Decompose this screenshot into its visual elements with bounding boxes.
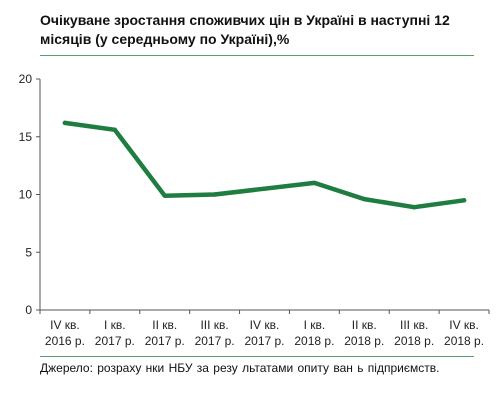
x-tick-label: II кв. bbox=[352, 318, 377, 332]
chart-axes bbox=[39, 79, 489, 311]
data-point bbox=[461, 198, 467, 203]
y-tick-label: 5 bbox=[25, 245, 32, 259]
data-point bbox=[212, 192, 217, 197]
x-tick-label: III кв. bbox=[200, 318, 228, 332]
x-tick-label: IV кв. bbox=[449, 318, 479, 332]
data-point bbox=[411, 205, 417, 210]
series-line bbox=[62, 120, 467, 210]
data-point bbox=[362, 196, 367, 202]
x-tick-label: 2017 р. bbox=[244, 334, 284, 348]
x-tick-label: 2018 р. bbox=[294, 334, 334, 348]
source-divider bbox=[40, 356, 474, 357]
x-tick-label: I кв. bbox=[104, 318, 126, 332]
x-tick-label: 2016 р. bbox=[45, 334, 85, 348]
x-tick-label: II кв. bbox=[152, 318, 177, 332]
x-axis-ticks: IV кв. 2016 р. I кв. 2017 р. II кв. 2017 р. II… bbox=[39, 310, 490, 348]
series-group bbox=[62, 120, 467, 210]
x-tick-label: I кв. bbox=[304, 318, 326, 332]
x-tick-label: 2018 р. bbox=[394, 334, 434, 348]
data-point bbox=[262, 186, 267, 191]
x-tick-label: III кв. bbox=[400, 318, 428, 332]
source-note: Джерело: розраху нки НБУ за резу льтатам… bbox=[40, 361, 440, 375]
y-tick-label: 10 bbox=[19, 188, 33, 202]
y-tick-label: 15 bbox=[19, 130, 33, 144]
y-axis-ticks: 0 5 10 15 20 bbox=[19, 72, 40, 317]
data-point bbox=[312, 180, 317, 186]
x-tick-label: 2017 р. bbox=[95, 334, 135, 348]
x-tick-label: 2017 р. bbox=[195, 334, 235, 348]
data-point bbox=[62, 120, 68, 126]
data-point bbox=[162, 193, 167, 198]
data-point bbox=[112, 127, 118, 133]
title-divider bbox=[40, 55, 474, 56]
y-tick-label: 0 bbox=[25, 303, 32, 317]
x-tick-label: 2017 р. bbox=[145, 334, 185, 348]
x-tick-label: 2018 р. bbox=[344, 334, 384, 348]
chart-title: Очікуване зростання споживчих цін в Укра… bbox=[40, 12, 450, 47]
x-tick-label: 2018 р. bbox=[444, 334, 484, 348]
y-tick-label: 20 bbox=[19, 72, 33, 86]
x-tick-label: IV кв. bbox=[250, 318, 280, 332]
x-tick-label: IV кв. bbox=[50, 318, 80, 332]
